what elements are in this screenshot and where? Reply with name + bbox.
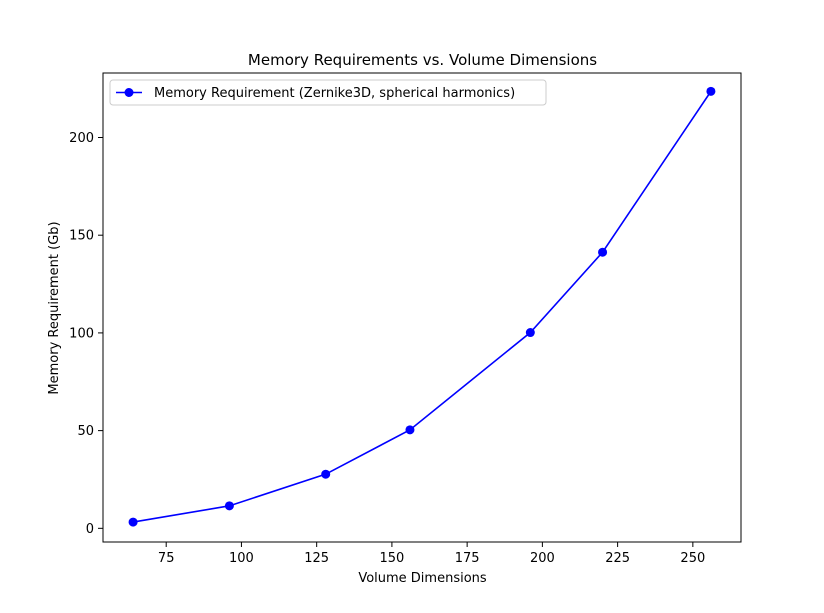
legend-label: Memory Requirement (Zernike3D, spherical… xyxy=(154,86,515,101)
y-axis-label: Memory Requirement (Gb) xyxy=(47,221,62,394)
axis-ticks: 75 100 125 150 175 200 225 250 0 50 100 150 200 xyxy=(69,131,705,566)
data-point xyxy=(224,501,234,511)
legend: Memory Requirement (Zernike3D, spherical… xyxy=(109,79,547,106)
legend-box xyxy=(109,79,547,106)
y-tick-label: 100 xyxy=(69,326,94,341)
plot-series xyxy=(128,86,716,527)
data-point xyxy=(128,517,138,527)
x-tick-label: 200 xyxy=(530,551,555,566)
x-tick-label: 225 xyxy=(605,551,630,566)
data-point xyxy=(598,247,608,257)
data-point xyxy=(525,328,535,338)
y-tick-label: 150 xyxy=(69,229,94,244)
y-tick-label: 200 xyxy=(69,131,94,146)
y-tick-label: 50 xyxy=(77,424,94,439)
x-tick-label: 150 xyxy=(379,551,404,566)
data-point xyxy=(706,86,716,96)
x-tick-label: 250 xyxy=(680,551,705,566)
x-axis-label: Volume Dimensions xyxy=(358,571,487,586)
x-tick-label: 125 xyxy=(304,551,329,566)
y-tick-label: 0 xyxy=(86,522,94,537)
x-tick-label: 75 xyxy=(158,551,175,566)
legend-marker xyxy=(124,88,134,97)
chart-title: Memory Requirements vs. Volume Dimension… xyxy=(248,51,597,69)
x-tick-label: 175 xyxy=(455,551,480,566)
data-point xyxy=(405,425,415,435)
data-point xyxy=(321,469,331,479)
x-tick-label: 100 xyxy=(229,551,254,566)
plot-frame xyxy=(102,72,742,543)
